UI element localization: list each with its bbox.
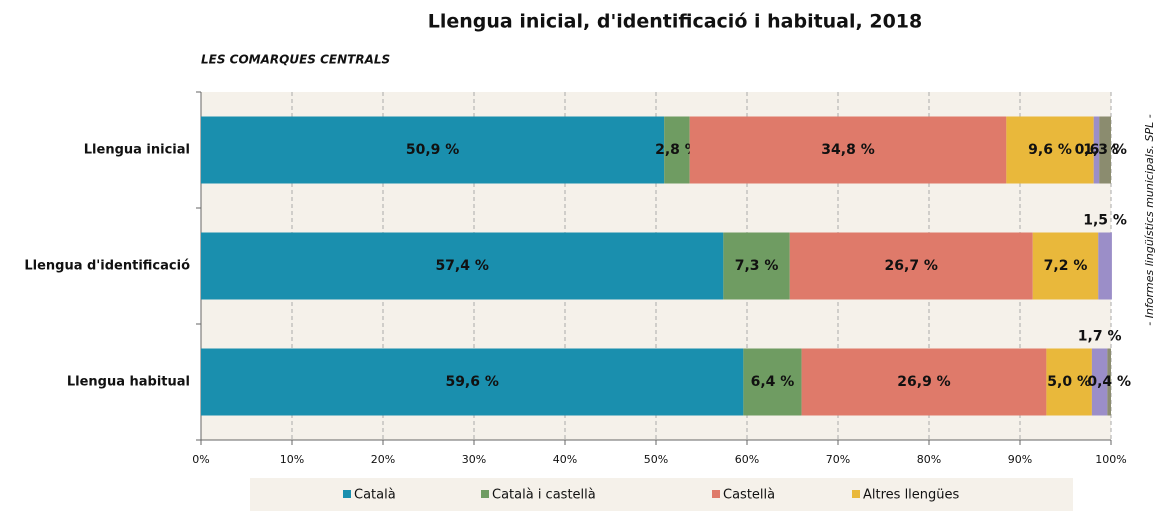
bar-segment xyxy=(723,232,790,300)
bar-segment xyxy=(664,116,690,184)
x-tick-label: 40% xyxy=(553,453,577,466)
bar-segment xyxy=(789,232,1033,300)
bar-segment xyxy=(1093,116,1100,184)
x-tick-label: 0% xyxy=(192,453,209,466)
data-label: 1,7 % xyxy=(1078,329,1122,345)
bar-segment xyxy=(689,116,1007,184)
data-label: 7,2 % xyxy=(1044,258,1088,274)
data-label: 0,4 % xyxy=(1087,374,1131,390)
bar-segment xyxy=(1098,232,1112,300)
data-label: 7,3 % xyxy=(735,258,779,274)
data-label: 6,4 % xyxy=(751,374,795,390)
bar-segment xyxy=(1046,348,1092,416)
data-label: 50,9 % xyxy=(406,142,459,158)
bar-segment xyxy=(801,348,1047,416)
legend-label: Català xyxy=(354,488,396,503)
x-tick-label: 80% xyxy=(917,453,941,466)
data-label: 26,7 % xyxy=(885,258,938,274)
bar-segment xyxy=(201,116,665,184)
x-tick-label: 30% xyxy=(462,453,486,466)
data-label: 59,6 % xyxy=(445,374,498,390)
bar-segment xyxy=(1032,232,1099,300)
chart-subtitle: LES COMARQUES CENTRALS xyxy=(201,53,390,67)
x-tick-label: 10% xyxy=(280,453,304,466)
bar-segment xyxy=(1107,348,1111,416)
chart-title: Llengua inicial, d'identificació i habit… xyxy=(428,11,922,33)
y-tick-label: Llengua inicial xyxy=(84,143,190,158)
data-label: 1,3 % xyxy=(1083,142,1127,158)
legend-swatch xyxy=(343,490,351,498)
legend-label: Català i castellà xyxy=(492,488,596,503)
bar-segment xyxy=(743,348,802,416)
legend-label: Altres llengües xyxy=(863,488,960,503)
x-tick-label: 50% xyxy=(644,453,668,466)
x-tick-label: 60% xyxy=(735,453,759,466)
data-label: 5,0 % xyxy=(1047,374,1091,390)
bar-segment xyxy=(1006,116,1094,184)
legend-label: Castellà xyxy=(723,488,775,503)
bar-segment xyxy=(1099,116,1111,184)
legend-swatch xyxy=(481,490,489,498)
data-label: 1,5 % xyxy=(1083,213,1127,229)
y-tick-label: Llengua habitual xyxy=(67,375,190,390)
data-label: 57,4 % xyxy=(435,258,488,274)
legend-background xyxy=(250,478,1073,511)
x-tick-label: 90% xyxy=(1008,453,1032,466)
data-label: 9,6 % xyxy=(1028,142,1072,158)
source-note: - Informes lingüístics municipals. SPL - xyxy=(1143,114,1156,326)
x-tick-label: 100% xyxy=(1095,453,1126,466)
x-tick-label: 20% xyxy=(371,453,395,466)
data-label: 26,9 % xyxy=(897,374,950,390)
bar-segment xyxy=(201,232,724,300)
legend-swatch xyxy=(852,490,860,498)
data-label: 34,8 % xyxy=(821,142,874,158)
x-tick-label: 70% xyxy=(826,453,850,466)
y-tick-label: Llengua d'identificació xyxy=(24,259,190,274)
bar-segment xyxy=(1091,348,1108,416)
bar-segment xyxy=(201,348,744,416)
data-label: 2,8 % xyxy=(655,142,699,158)
legend-swatch xyxy=(712,490,720,498)
